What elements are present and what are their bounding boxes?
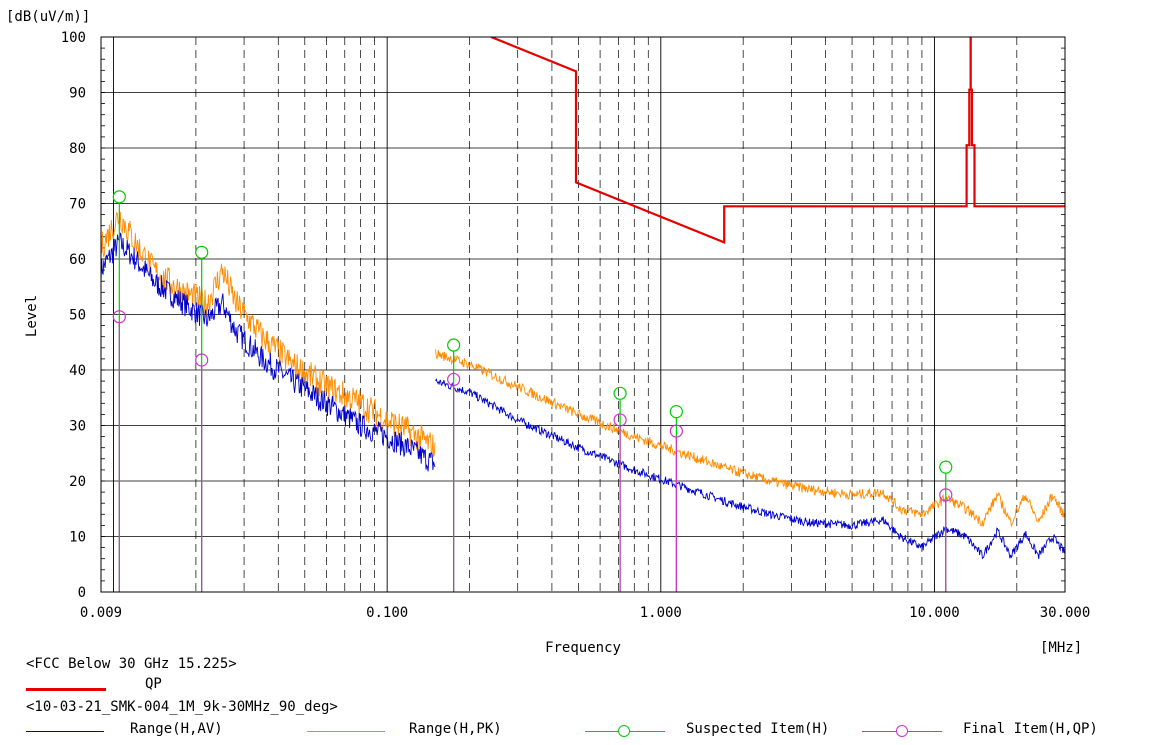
legend-swatch-av: [26, 731, 104, 732]
final-marker: [939, 488, 953, 502]
scan-group-label: <10-03-21_SMK-004_1M_9k-30MHz_90_deg>: [26, 699, 338, 715]
y-tick-label: 60: [69, 252, 86, 268]
x-axis-unit: [MHz]: [1040, 640, 1082, 656]
suspected-marker: [613, 386, 627, 400]
final-marker: [447, 372, 461, 387]
x-tick-label: 10.000: [909, 605, 960, 621]
suspected-marker: [939, 460, 953, 474]
y-tick-label: 50: [69, 308, 86, 324]
y-axis-label: Level: [24, 295, 40, 337]
x-tick-label: 0.009: [80, 605, 122, 621]
suspected-marker: [669, 405, 683, 419]
series-line-range-av: [101, 232, 1065, 560]
x-tick-label: 0.100: [366, 605, 408, 621]
y-tick-label: 80: [69, 141, 86, 157]
y-tick-label: 20: [69, 474, 86, 490]
final-marker: [112, 310, 126, 324]
legend-label-suspected: Suspected Item(H): [686, 721, 830, 737]
final-marker: [669, 424, 683, 438]
y-axis-unit: [dB(uV/m)]: [6, 9, 90, 25]
legend-marker-final: [896, 725, 908, 737]
series-line-qp-limit: [490, 37, 1065, 245]
y-tick-label: 0: [78, 585, 86, 601]
marker-layer: [112, 190, 953, 592]
plot-frame: [100, 36, 1066, 593]
legend-label-final: Final Item(H,QP): [963, 721, 1098, 737]
y-tick-label: 40: [69, 363, 86, 379]
x-tick-label: 30.000: [1040, 605, 1091, 621]
series-line-range-pk: [101, 211, 1065, 528]
y-tick-label: 70: [69, 197, 86, 213]
tick-labels: 0 10 20 30 40 50 60 70 80 90 100 0.009 0.100 1.000 10.…: [61, 30, 1091, 621]
y-tick-label: 100: [61, 30, 86, 46]
series-layer: [101, 37, 1065, 560]
suspected-marker: [447, 338, 461, 352]
legend-swatch-pk: [307, 731, 385, 732]
legend-label-av: Range(H,AV): [130, 721, 223, 737]
legend-label-qp: QP: [145, 676, 162, 692]
y-tick-label: 90: [69, 86, 86, 102]
suspected-marker: [112, 190, 126, 204]
y-tick-label: 10: [69, 530, 86, 546]
x-tick-label: 1.000: [640, 605, 682, 621]
suspected-marker: [195, 245, 209, 259]
y-tick-label: 30: [69, 419, 86, 435]
final-marker: [613, 413, 627, 427]
limit-group-label: <FCC Below 30 GHz 15.225>: [26, 656, 237, 672]
legend-label-pk: Range(H,PK): [409, 721, 502, 737]
final-marker: [195, 353, 209, 367]
x-axis-label: Frequency: [545, 640, 621, 656]
grid: [100, 36, 1066, 593]
legend-marker-suspected: [618, 725, 630, 737]
legend-swatch-qp: [26, 688, 106, 691]
